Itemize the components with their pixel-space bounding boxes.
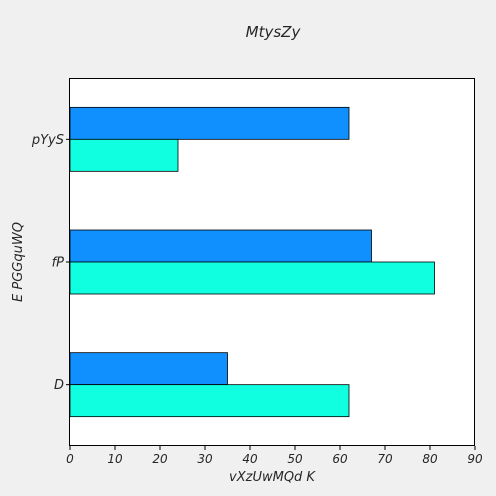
bar-pYyS-series-1 bbox=[69, 106, 350, 140]
y-axis-label: E PGGquWQ bbox=[11, 222, 26, 302]
y-tick-label: fP bbox=[52, 256, 65, 271]
x-axis-label: vXzUwMQd K bbox=[229, 470, 316, 485]
x-tick-label: 60 bbox=[332, 452, 348, 466]
x-tick-label: 40 bbox=[242, 452, 258, 466]
bar-fP-series-2 bbox=[69, 261, 435, 295]
bar-D-series-1 bbox=[69, 352, 228, 386]
x-tick-label: 80 bbox=[422, 452, 438, 466]
x-tick-label: 20 bbox=[152, 452, 168, 466]
x-tick-label: 70 bbox=[377, 452, 393, 466]
x-tick-label: 50 bbox=[287, 452, 303, 466]
y-tick-label: D bbox=[54, 378, 64, 393]
x-tick-label: 0 bbox=[66, 452, 74, 466]
chart-title: MtysZy bbox=[246, 23, 302, 41]
y-tick-label: pYyS bbox=[31, 133, 64, 148]
x-tick-label: 30 bbox=[197, 452, 213, 466]
x-tick-label: 10 bbox=[107, 452, 123, 466]
x-tick-label: 90 bbox=[467, 452, 483, 466]
bar-D-series-2 bbox=[69, 384, 350, 418]
bar-pYyS-series-2 bbox=[69, 138, 179, 172]
bar-fP-series-1 bbox=[69, 229, 372, 263]
